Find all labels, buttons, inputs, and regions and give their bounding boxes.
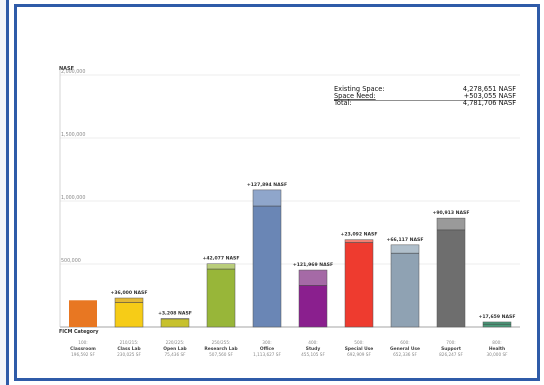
bar-increase-label: +121,969 NASF [293, 262, 333, 268]
summary-label: Existing Space: [334, 85, 385, 93]
x-tick-sf: 692,909 SF [347, 352, 371, 357]
bar-group: +90,913 NASF [432, 210, 470, 328]
bar-increase-label: +17,659 NASF [478, 314, 515, 320]
x-tick-name: Research Lab [204, 346, 237, 352]
bar-group [69, 300, 97, 327]
bar-increase [483, 321, 511, 325]
bar-existing [207, 269, 235, 327]
bar-group: +66,117 NASF [386, 237, 424, 328]
summary-value: +503,055 NASF [464, 92, 517, 100]
bar-existing [483, 324, 511, 327]
bar-outline [298, 269, 328, 328]
x-tick-sf: 826,247 SF [439, 352, 463, 357]
x-tick-sf: 196,592 SF [71, 352, 95, 357]
x-tick-code: 500: [354, 340, 363, 345]
bar-increase-label: +23,092 NASF [340, 232, 377, 238]
x-tick-name: Study [306, 346, 321, 352]
bar-group: +17,659 NASF [478, 314, 516, 328]
x-tick-name: Special Use [345, 346, 374, 352]
bar-increase-label: +90,913 NASF [432, 210, 469, 216]
summary-box: Existing Space: 4,278,651 NASF Space Need:… [333, 85, 516, 107]
x-tick-code: 220/225: [166, 340, 185, 345]
y-tick-label: 1,000,000 [61, 195, 85, 201]
x-tick-sf: 30,000 SF [486, 352, 508, 357]
bar-existing [345, 242, 373, 327]
summary-label: Total: [333, 99, 352, 107]
x-tick-name: Open Lab [163, 346, 186, 352]
bar-outline [114, 297, 144, 328]
y-tick-label: 500,000 [61, 258, 81, 264]
summary-value: 4,781,706 NASF [463, 99, 516, 107]
x-tick-sf: 75,436 SF [164, 352, 186, 357]
bar-outline [206, 263, 236, 328]
bar-increase [207, 263, 235, 270]
x-tick-sf: 455,105 SF [301, 352, 325, 357]
x-tick-code: 250/255: [212, 340, 231, 345]
y-tick-label: 1,500,000 [61, 132, 85, 138]
x-tick-sf: 1,113,627 SF [253, 352, 281, 357]
bar-increase-label: +127,894 NASF [247, 182, 287, 188]
summary-value: 4,278,651 NASF [463, 85, 516, 93]
x-tick-code: 210/215: [120, 340, 139, 345]
bar-outline [344, 239, 374, 328]
x-tick-name: Office [260, 346, 274, 352]
bar-increase [115, 298, 143, 303]
x-tick-name: Support [441, 346, 461, 352]
bar-increase [391, 244, 419, 254]
bar-increase [437, 218, 465, 230]
y-axis: NASF 500,000 1,000,000 1,500,000 2,000,000 [59, 66, 85, 327]
bar-group: +42,077 NASF [202, 256, 240, 328]
x-tick-sf: 230,025 SF [117, 352, 141, 357]
bar-increase-label: +3,208 NASF [158, 311, 192, 317]
bar-group: +36,000 NASF [110, 290, 148, 328]
x-tick-name: Class Lab [117, 346, 140, 352]
bar-increase-label: +42,077 NASF [202, 256, 239, 262]
x-tick-code: 300: [262, 340, 271, 345]
bar-outline [160, 318, 190, 328]
x-tick-code: 400: [308, 340, 317, 345]
bar-existing [437, 229, 465, 327]
x-axis-label: FICM Category [59, 329, 99, 335]
bar-existing [299, 285, 327, 327]
bar-group: +3,208 NASF [158, 311, 192, 328]
bar-group: +121,969 NASF [293, 262, 333, 328]
bar-existing [161, 318, 189, 327]
y-axis-label: NASF [59, 66, 74, 72]
x-tick-code: 700: [446, 340, 455, 345]
bar-increase [299, 270, 327, 286]
y-tick-label: 2,000,000 [61, 69, 85, 75]
x-tick-sf: 652,336 SF [393, 352, 417, 357]
left-panel-edge [0, 0, 9, 385]
x-tick-code: 600: [400, 340, 409, 345]
bar-group: +127,894 NASF [247, 182, 287, 328]
bar-outline [252, 189, 282, 328]
bar-increase [345, 239, 373, 243]
x-tick-code: 800: [492, 340, 501, 345]
summary-label: Space Need: [334, 92, 376, 100]
x-tick-name: General Use [390, 346, 420, 352]
bars: +36,000 NASF +3,208 NASF +42,077 NASF +127,… [69, 182, 516, 328]
bar-group: +23,092 NASF [340, 232, 378, 328]
x-tick-name: Health [489, 346, 505, 352]
bar-existing [391, 253, 419, 327]
bar-outline [390, 244, 420, 328]
bar-increase-label: +66,117 NASF [386, 237, 423, 243]
x-tick-code: 100: [78, 340, 87, 345]
bar-increase [253, 189, 281, 207]
bar-outline [436, 217, 466, 328]
bar-existing [115, 302, 143, 327]
x-tick-name: Classroom [70, 346, 96, 352]
bar-increase-label: +36,000 NASF [110, 290, 147, 296]
bar-existing [69, 300, 97, 327]
x-tick-sf: 507,560 SF [209, 352, 233, 357]
bar-existing [253, 206, 281, 327]
